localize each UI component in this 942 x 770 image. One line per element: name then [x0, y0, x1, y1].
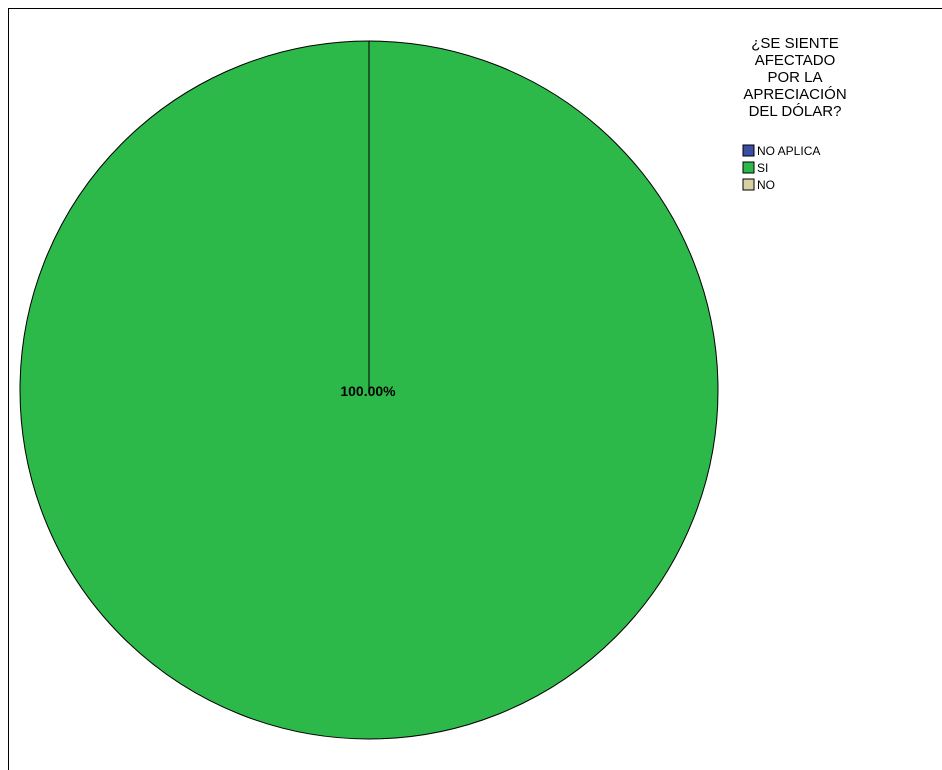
legend-label-si: SI	[757, 161, 768, 175]
legend-label-no-aplica: NO APLICA	[757, 144, 820, 158]
chart-frame	[8, 8, 942, 770]
legend-title-line: POR LA	[767, 69, 822, 86]
legend-title-line: ¿SE SIENTE	[751, 35, 839, 52]
legend-swatch-no	[742, 178, 755, 191]
data-label: 100.00%	[340, 383, 396, 399]
legend-swatch-si	[742, 161, 755, 174]
pie-group	[19, 40, 719, 740]
legend-swatch-no-aplica	[742, 144, 755, 157]
legend-title-line: DEL DÓLAR?	[749, 103, 842, 120]
legend-title-line: APRECIACIÓN	[743, 86, 846, 103]
legend-title-line: AFECTADO	[755, 52, 836, 69]
legend: ¿SE SIENTE AFECTADO POR LA APRECIACIÓN D…	[742, 35, 847, 192]
legend-label-no: NO	[757, 178, 775, 192]
